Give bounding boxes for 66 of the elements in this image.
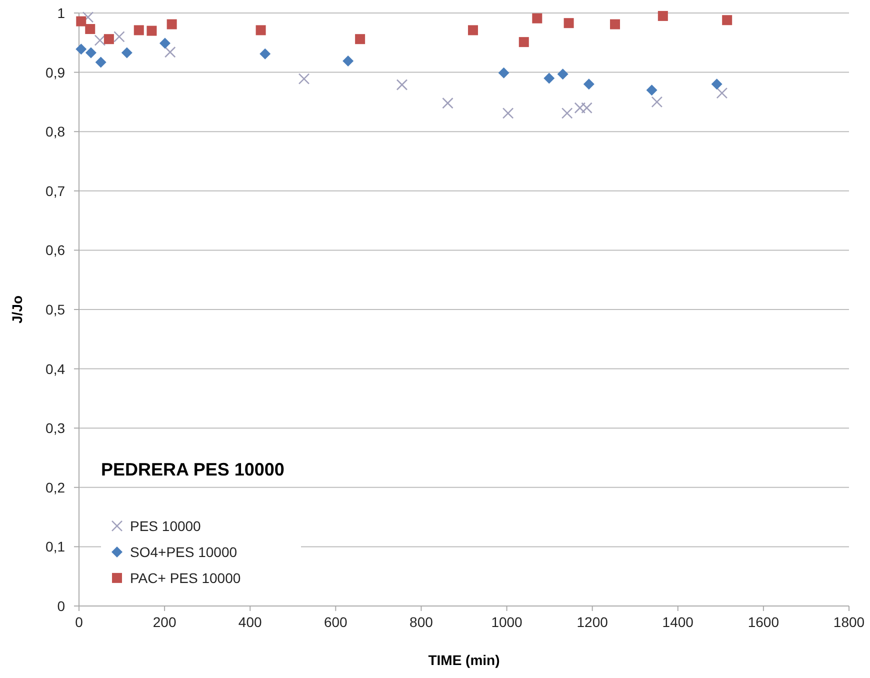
point — [298, 73, 310, 84]
point — [85, 47, 96, 58]
legend-label: SO4+PES 10000 — [130, 544, 238, 560]
y-tick-label: 0,8 — [46, 124, 66, 140]
annotation: PEDRERA PES 10000 — [101, 460, 284, 480]
legend-label: PES 10000 — [130, 518, 202, 534]
point — [82, 12, 94, 23]
x-tick-label: 600 — [324, 614, 348, 630]
point — [544, 72, 555, 84]
x-tick-label: 1600 — [748, 614, 780, 630]
point — [164, 46, 176, 58]
point — [716, 87, 728, 99]
point — [95, 56, 106, 68]
point — [502, 108, 514, 119]
point — [583, 78, 594, 90]
y-tick-label: 0 — [57, 598, 66, 614]
x-tick-label: 1800 — [833, 614, 865, 630]
point — [518, 37, 529, 48]
point — [468, 25, 478, 36]
point — [256, 25, 266, 36]
point — [532, 13, 542, 24]
x-tick-label: 800 — [410, 614, 434, 630]
point — [342, 56, 354, 67]
point — [146, 26, 157, 36]
y-axis-title: J/Jo — [9, 295, 25, 324]
point — [651, 96, 663, 108]
point — [355, 34, 366, 44]
point — [498, 67, 510, 78]
point — [658, 10, 668, 21]
x-tick-label: 0 — [75, 614, 84, 630]
point — [260, 48, 271, 60]
x-axis-title: TIME (min) — [428, 652, 500, 668]
point — [564, 18, 574, 28]
point — [85, 24, 96, 34]
point — [76, 44, 87, 55]
point — [561, 108, 573, 119]
y-tick-label: 0,1 — [46, 538, 66, 555]
y-tick-label: 0,9 — [46, 64, 66, 80]
point — [557, 68, 568, 80]
point — [722, 15, 732, 26]
point — [121, 47, 132, 58]
x-tick-label: 1000 — [491, 614, 523, 630]
point — [94, 34, 106, 46]
y-tick-label: 0,3 — [46, 420, 66, 436]
x-tick-label: 1200 — [576, 614, 608, 630]
point — [711, 78, 722, 90]
x-tick-label: 400 — [238, 614, 262, 630]
y-tick-label: 0,5 — [46, 302, 66, 318]
y-tick-label: 1 — [57, 5, 66, 21]
point — [610, 19, 620, 30]
point — [646, 84, 658, 96]
x-tick-label: 1400 — [662, 614, 694, 630]
point — [166, 19, 177, 30]
y-tick-label: 0,2 — [46, 479, 66, 496]
y-tick-label: 0,7 — [46, 182, 66, 199]
point — [159, 38, 170, 49]
point — [114, 31, 125, 42]
legend-label: PAC+ PES 10000 — [130, 570, 241, 586]
point — [442, 97, 454, 109]
point — [104, 34, 114, 44]
y-tick-label: 0,4 — [46, 360, 66, 377]
x-tick-label: 200 — [152, 614, 176, 630]
point — [134, 25, 144, 36]
y-tick-label: 0,6 — [46, 242, 66, 258]
point — [76, 16, 86, 26]
point — [396, 79, 408, 90]
